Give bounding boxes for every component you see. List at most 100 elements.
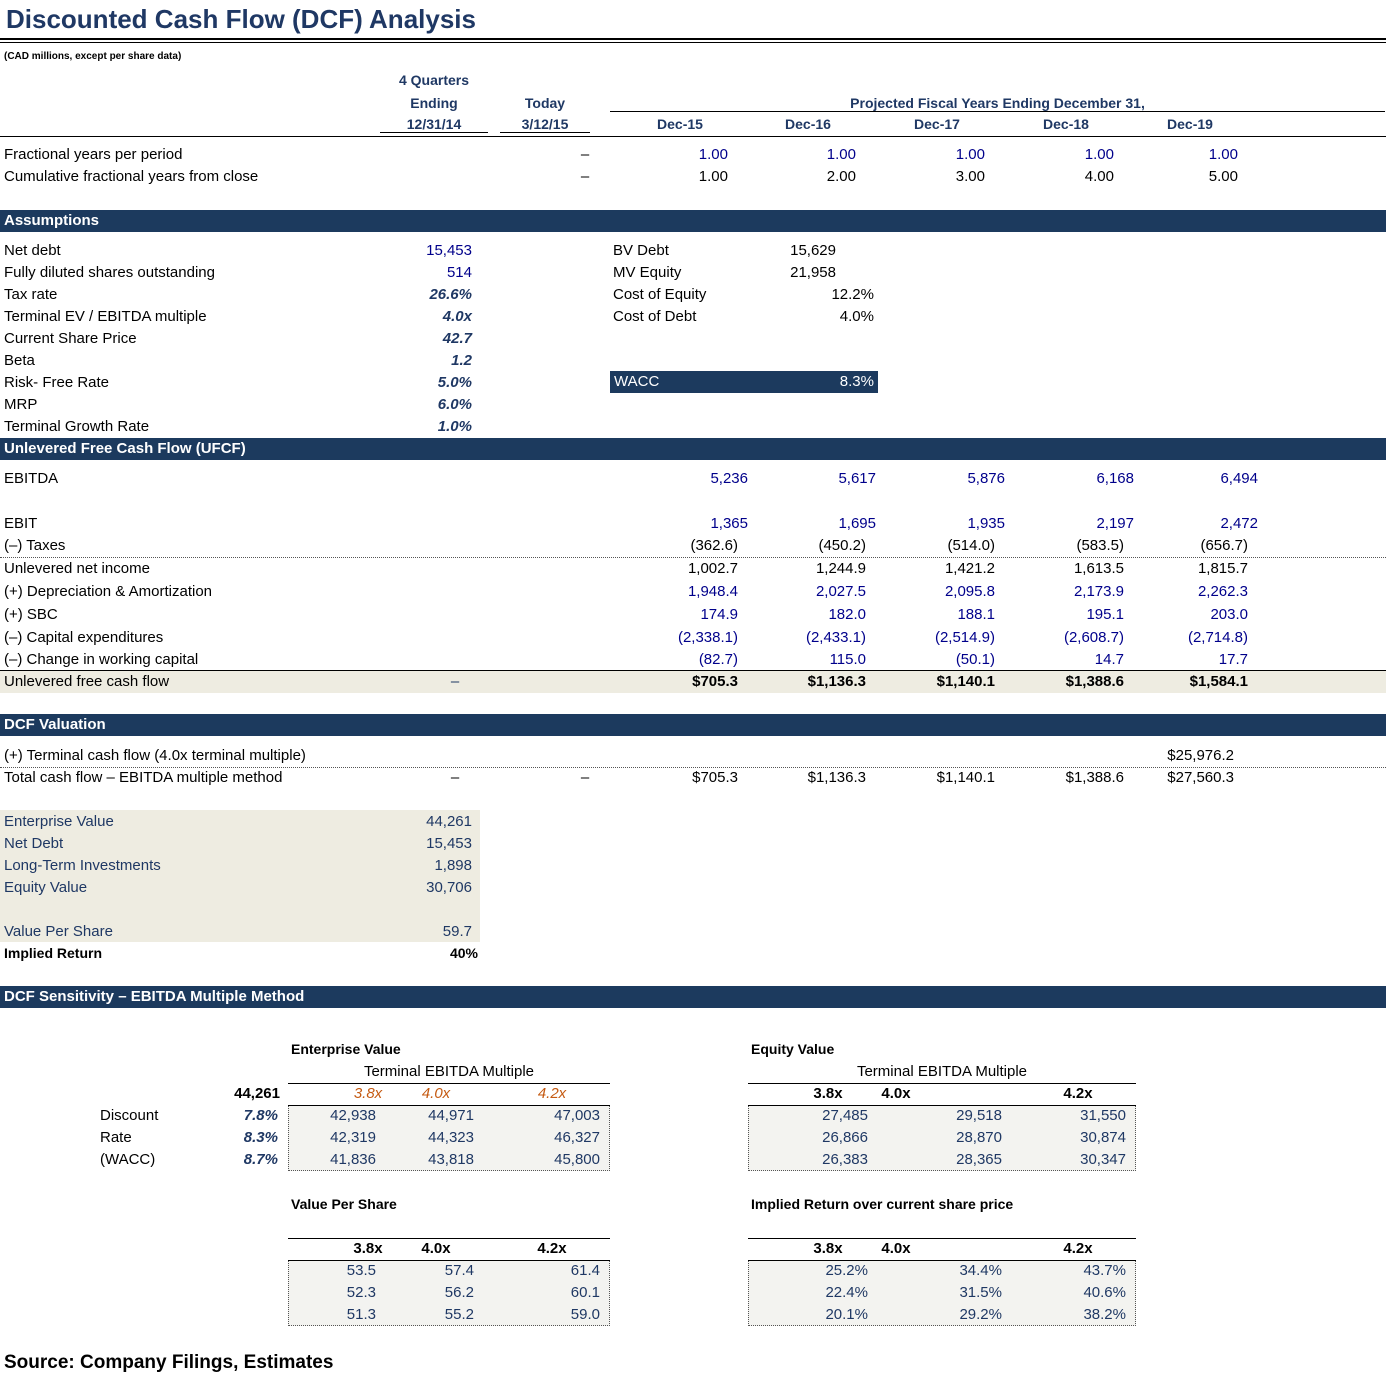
taxes-cell: (362.6) xyxy=(690,537,738,554)
cumulative-cell: 5.00 xyxy=(1208,168,1238,185)
sbc-cell: 188.1 xyxy=(957,606,995,623)
da-label: (+) Depreciation & Amortization xyxy=(4,583,213,600)
cumulative-label: Cumulative fractional years from close xyxy=(4,168,259,185)
ufcf-total-cell: $1,584.1 xyxy=(1189,673,1248,690)
header-rule xyxy=(0,136,1386,137)
ev-sensitivity-cell: 46,327 xyxy=(554,1129,600,1146)
assumption-value: 42.7 xyxy=(442,330,472,347)
page-title: Discounted Cash Flow (DCF) Analysis xyxy=(6,4,476,34)
ebit-cell: 1,695 xyxy=(838,515,876,532)
ufcf-total-shade xyxy=(0,671,1386,693)
taxes-cell: (656.7) xyxy=(1200,537,1248,554)
total-cf-label: Total cash flow – EBITDA multiple method xyxy=(4,769,283,786)
equity-value: 30,706 xyxy=(426,879,472,896)
fractional-cell: 1.00 xyxy=(826,146,856,163)
ebit-cell: 2,197 xyxy=(1096,515,1134,532)
projected-header: Projected Fiscal Years Ending December 3… xyxy=(610,95,1385,112)
ebitda-cell: 5,876 xyxy=(967,470,1005,487)
ev-sensitivity-multiple-header: 3.8x xyxy=(353,1085,383,1102)
eq-sensitivity-cell: 26,383 xyxy=(822,1151,868,1168)
vps-sensitivity-cell: 53.5 xyxy=(346,1262,376,1279)
ev-label: Enterprise Value xyxy=(4,813,114,830)
sbc-cell: 195.1 xyxy=(1086,606,1124,623)
terminal-label: (+) Terminal cash flow (4.0x terminal mu… xyxy=(4,747,306,764)
eq-sensitivity-cell: 29,518 xyxy=(956,1107,1002,1124)
net-debt-value: 15,453 xyxy=(426,835,472,852)
uni-cell: 1,815.7 xyxy=(1197,560,1248,577)
ufcf-total-cell: $1,140.1 xyxy=(936,673,995,690)
year-header-0: Dec-15 xyxy=(657,116,703,132)
sensitivity-band: DCF Sensitivity – EBITDA Multiple Method xyxy=(0,986,1386,1008)
capex-cell: (2,433.1) xyxy=(805,629,866,646)
wc-cell: (50.1) xyxy=(955,651,995,668)
ir-sensitivity-cell: 38.2% xyxy=(1083,1306,1126,1323)
vps-sensitivity-header-rule xyxy=(288,1238,610,1239)
discount-label-2: Rate xyxy=(100,1129,132,1146)
ebitda-cell: 6,494 xyxy=(1220,470,1258,487)
assumption-label: Terminal Growth Rate xyxy=(4,418,150,435)
taxes-rule xyxy=(0,557,1386,558)
assumption-value: 514 xyxy=(446,264,472,281)
ir-sensitivity-cell: 29.2% xyxy=(959,1306,1002,1323)
da-cell: 2,027.5 xyxy=(815,583,866,600)
terminal-value: $25,976.2 xyxy=(1167,747,1234,764)
taxes-label: (–) Taxes xyxy=(4,537,66,554)
capital-value: 12.2% xyxy=(831,286,874,303)
assumption-label: Net debt xyxy=(4,242,61,259)
ltm-date: 12/31/14 xyxy=(380,116,488,133)
dcf-band-label: DCF Valuation xyxy=(4,716,106,733)
discount-label-3: (WACC) xyxy=(100,1151,156,1168)
ev-sensitivity-cell: 42,938 xyxy=(330,1107,376,1124)
vps-sensitivity-multiple-header: 4.0x xyxy=(421,1240,451,1257)
capex-label: (–) Capital expenditures xyxy=(4,629,164,646)
vps-value: 59.7 xyxy=(442,923,472,940)
today-header: Today xyxy=(524,95,566,111)
ebit-cell: 2,472 xyxy=(1220,515,1258,532)
year-header-2: Dec-17 xyxy=(914,116,960,132)
capex-cell: (2,608.7) xyxy=(1063,629,1124,646)
ufcf-total-cell: $1,136.3 xyxy=(807,673,866,690)
da-cell: 2,095.8 xyxy=(944,583,995,600)
cumulative-cell: 2.00 xyxy=(826,168,856,185)
assumption-value: 1.2 xyxy=(451,352,472,369)
rate-label: 8.3% xyxy=(243,1129,278,1146)
capital-value: 15,629 xyxy=(790,242,836,259)
sbc-cell: 174.9 xyxy=(700,606,738,623)
assumption-label: Tax rate xyxy=(4,286,58,303)
eq-sensitivity-multiple-header: 3.8x xyxy=(813,1085,843,1102)
fractional-cell: 1.00 xyxy=(698,146,728,163)
eq-sensitivity-cell: 30,347 xyxy=(1080,1151,1126,1168)
ebitda-cell: 5,617 xyxy=(838,470,876,487)
eq-sensitivity-cell: 26,866 xyxy=(822,1129,868,1146)
ev-sensitivity-cell: 43,818 xyxy=(428,1151,474,1168)
eq-multiple-title: Terminal EBITDA Multiple xyxy=(856,1063,1028,1080)
uni-cell: 1,613.5 xyxy=(1073,560,1124,577)
valuation-summary-shade xyxy=(0,810,480,942)
ir-sensitivity-multiple-header: 3.8x xyxy=(813,1240,843,1257)
taxes-cell: (514.0) xyxy=(947,537,995,554)
assumption-label: Beta xyxy=(4,352,35,369)
vps-sensitivity-multiple-header: 4.2x xyxy=(537,1240,567,1257)
capex-cell: (2,338.1) xyxy=(677,629,738,646)
ir-table-title: Implied Return over current share price xyxy=(751,1196,1014,1212)
eq-sensitivity-multiple-header: 4.2x xyxy=(1063,1085,1093,1102)
ev-sensitivity-cell: 41,836 xyxy=(330,1151,376,1168)
vps-sensitivity-cell: 61.4 xyxy=(570,1262,600,1279)
ufcf-band: Unlevered Free Cash Flow (UFCF) xyxy=(0,438,1386,460)
title-rule xyxy=(0,38,1386,40)
ebit-label: EBIT xyxy=(4,515,38,532)
ev-sensitivity-cell: 44,323 xyxy=(428,1129,474,1146)
cumulative-today: – xyxy=(580,168,590,185)
lti-label: Long-Term Investments xyxy=(4,857,161,874)
wacc-box: WACC 8.3% xyxy=(610,371,878,393)
ir-sensitivity-cell: 25.2% xyxy=(825,1262,868,1279)
ebitda-label: EBITDA xyxy=(4,470,59,487)
capital-value: 21,958 xyxy=(790,264,836,281)
eq-sensitivity-grid-rule xyxy=(748,1105,1136,1106)
vps-label: Value Per Share xyxy=(4,923,113,940)
capital-label: MV Equity xyxy=(613,264,682,281)
ufcf-total-cell: $705.3 xyxy=(692,673,738,690)
eq-sensitivity-cell: 30,874 xyxy=(1080,1129,1126,1146)
vps-sensitivity-cell: 56.2 xyxy=(444,1284,474,1301)
sbc-cell: 203.0 xyxy=(1210,606,1248,623)
